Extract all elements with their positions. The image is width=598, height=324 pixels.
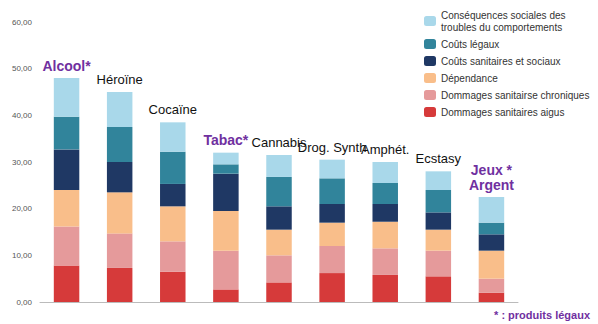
svg-text:0,00: 0,00 [16, 298, 32, 307]
svg-text:Alcool*: Alcool* [42, 58, 91, 74]
svg-text:* : produits légaux: * : produits légaux [494, 309, 591, 321]
svg-text:Jeux *: Jeux * [471, 162, 513, 178]
svg-text:Conséquences sociales des: Conséquences sociales des [441, 10, 568, 21]
svg-text:Tabac*: Tabac* [203, 132, 248, 148]
svg-text:Coûts légaux: Coûts légaux [441, 39, 499, 50]
svg-text:50,00: 50,00 [12, 64, 33, 73]
svg-text:20,00: 20,00 [12, 204, 33, 213]
svg-text:Drog. Synth: Drog. Synth [298, 140, 367, 155]
svg-text:Cannabis: Cannabis [251, 135, 307, 150]
svg-text:40,00: 40,00 [12, 111, 33, 120]
svg-text:Argent: Argent [469, 177, 514, 193]
svg-text:10,00: 10,00 [12, 251, 33, 260]
svg-text:Coûts sanitaires et sociaux: Coûts sanitaires et sociaux [441, 56, 561, 67]
svg-text:Dépendance: Dépendance [441, 73, 498, 84]
svg-text:Amphét.: Amphét. [361, 142, 409, 157]
svg-text:30,00: 30,00 [12, 158, 33, 167]
svg-text:Cocaïne: Cocaïne [149, 102, 197, 117]
svg-text:Dommages sanitaires aigus: Dommages sanitaires aigus [441, 107, 564, 118]
svg-text:Dommages sanitairse chroniques: Dommages sanitairse chroniques [441, 90, 589, 101]
svg-text:troubles du comportements: troubles du comportements [441, 22, 562, 33]
svg-text:Ecstasy: Ecstasy [416, 151, 462, 166]
svg-text:60,00: 60,00 [12, 18, 33, 27]
svg-text:Héroïne: Héroïne [97, 72, 143, 87]
